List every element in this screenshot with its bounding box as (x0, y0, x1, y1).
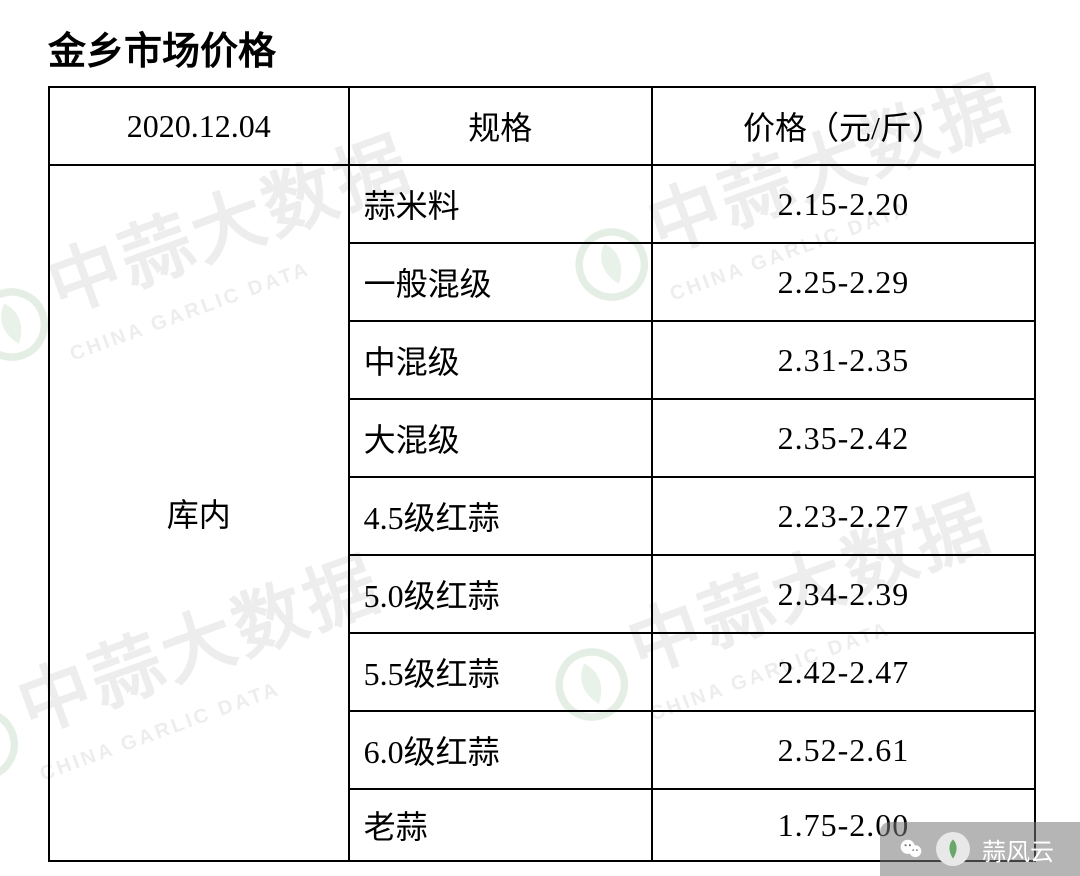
price-cell: 2.31-2.35 (652, 321, 1035, 399)
source-label: 蒜风云 (982, 832, 1054, 867)
price-cell: 2.52-2.61 (652, 711, 1035, 789)
price-cell: 2.15-2.20 (652, 165, 1035, 243)
page-title: 金乡市场价格 (48, 20, 276, 75)
wechat-icon (898, 836, 924, 862)
price-cell: 2.25-2.29 (652, 243, 1035, 321)
col-header-date: 2020.12.04 (49, 87, 349, 165)
watermark-logo-icon (0, 697, 31, 797)
spec-cell: 5.5级红蒜 (349, 633, 652, 711)
spec-cell: 大混级 (349, 399, 652, 477)
source-avatar-icon (936, 832, 970, 866)
table-header-row: 2020.12.04 规格 价格（元/斤） (49, 87, 1035, 165)
source-badge: 蒜风云 (880, 822, 1080, 876)
spec-cell: 中混级 (349, 321, 652, 399)
price-table: 2020.12.04 规格 价格（元/斤） 库内 蒜米料 2.15-2.20 一… (48, 86, 1036, 862)
spec-cell: 6.0级红蒜 (349, 711, 652, 789)
spec-cell: 老蒜 (349, 789, 652, 861)
price-cell: 2.34-2.39 (652, 555, 1035, 633)
price-cell: 2.35-2.42 (652, 399, 1035, 477)
col-header-price: 价格（元/斤） (652, 87, 1035, 165)
category-cell: 库内 (49, 165, 349, 861)
price-cell: 2.42-2.47 (652, 633, 1035, 711)
spec-cell: 5.0级红蒜 (349, 555, 652, 633)
spec-cell: 4.5级红蒜 (349, 477, 652, 555)
spec-cell: 一般混级 (349, 243, 652, 321)
col-header-spec: 规格 (349, 87, 652, 165)
price-cell: 2.23-2.27 (652, 477, 1035, 555)
spec-cell: 蒜米料 (349, 165, 652, 243)
table-row: 库内 蒜米料 2.15-2.20 (49, 165, 1035, 243)
